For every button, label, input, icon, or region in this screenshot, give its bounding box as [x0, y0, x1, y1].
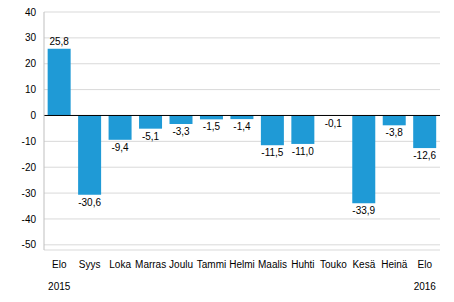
svg-text:Huhti: Huhti: [291, 259, 314, 270]
svg-text:Syys: Syys: [79, 259, 101, 270]
svg-text:Tammi: Tammi: [197, 259, 226, 270]
svg-text:0: 0: [30, 110, 36, 121]
svg-text:Kesä: Kesä: [352, 259, 375, 270]
svg-text:-5,1: -5,1: [142, 131, 160, 142]
svg-text:2015: 2015: [48, 281, 71, 292]
svg-text:-10: -10: [22, 136, 37, 147]
svg-text:Marras: Marras: [135, 259, 166, 270]
svg-text:30: 30: [25, 32, 37, 43]
svg-text:-30: -30: [22, 188, 37, 199]
svg-text:Maalis: Maalis: [258, 259, 287, 270]
svg-text:Helmi: Helmi: [229, 259, 255, 270]
svg-text:Elo: Elo: [418, 259, 433, 270]
svg-text:Touko: Touko: [320, 259, 347, 270]
svg-text:-11,5: -11,5: [261, 147, 283, 158]
svg-text:-20: -20: [22, 162, 37, 173]
svg-text:-0,1: -0,1: [325, 118, 343, 129]
svg-text:Elo: Elo: [52, 259, 67, 270]
svg-text:-11,0: -11,0: [292, 146, 314, 157]
svg-text:10: 10: [25, 84, 37, 95]
svg-text:-3,8: -3,8: [386, 127, 404, 138]
svg-text:-40: -40: [22, 214, 37, 225]
svg-text:2016: 2016: [414, 281, 437, 292]
svg-text:-12,6: -12,6: [413, 150, 436, 161]
svg-text:20: 20: [25, 58, 37, 69]
svg-text:-9,4: -9,4: [111, 142, 129, 153]
svg-text:40: 40: [25, 8, 37, 18]
svg-text:-50: -50: [22, 239, 37, 250]
svg-text:-3,3: -3,3: [172, 126, 190, 137]
svg-text:Heinä: Heinä: [381, 259, 408, 270]
svg-text:-1,5: -1,5: [203, 121, 221, 132]
svg-text:25,8: 25,8: [49, 36, 69, 47]
svg-text:-1,4: -1,4: [233, 121, 251, 132]
svg-text:Joulu: Joulu: [169, 259, 193, 270]
svg-text:-33,9: -33,9: [352, 205, 375, 216]
svg-text:-30,6: -30,6: [78, 197, 101, 208]
svg-text:Loka: Loka: [109, 259, 131, 270]
